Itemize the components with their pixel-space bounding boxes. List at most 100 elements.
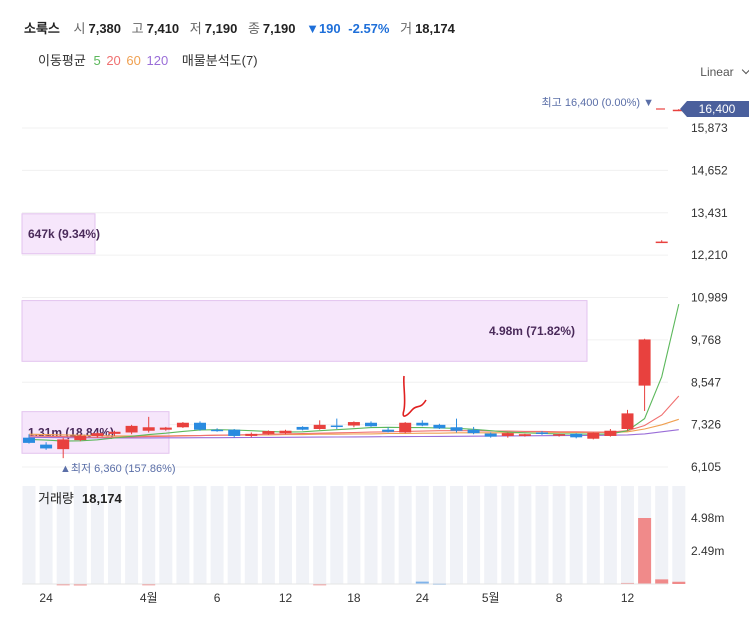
low-annotation: ▲최저 6,360 (157.86%) bbox=[60, 462, 176, 475]
volume-profile-toggle[interactable]: 매물분석도(7) bbox=[181, 53, 258, 68]
volume-column-bg bbox=[73, 486, 87, 584]
volume-bar bbox=[672, 581, 686, 584]
date-tick-label: 24 bbox=[39, 591, 53, 605]
volume-bar bbox=[415, 581, 429, 584]
candle-body bbox=[399, 422, 412, 433]
candle-body bbox=[228, 429, 241, 436]
date-tick-label: 24 bbox=[416, 591, 430, 605]
scale-dropdown[interactable]: Linear bbox=[700, 65, 749, 79]
volume-tick-label: 2.49m bbox=[691, 544, 724, 558]
candle-body bbox=[245, 433, 258, 436]
volume-column-bg bbox=[39, 486, 53, 584]
volume-column-bg bbox=[22, 486, 36, 584]
candle-body bbox=[672, 109, 685, 112]
volume-column-bg bbox=[535, 486, 549, 584]
volume-column-bg bbox=[672, 486, 686, 584]
volume-column-bg bbox=[569, 486, 583, 584]
candle-body bbox=[365, 422, 377, 427]
candle-body bbox=[176, 422, 189, 428]
close-label: 종 bbox=[247, 21, 260, 36]
current-price-tag bbox=[680, 101, 749, 117]
volume-label: 거 bbox=[400, 21, 413, 36]
volume-title: 거래량 bbox=[38, 491, 74, 506]
date-tick-label: 6 bbox=[214, 591, 221, 605]
candle-body bbox=[23, 437, 35, 443]
candle-body bbox=[74, 435, 87, 441]
volume-column-bg bbox=[296, 486, 310, 584]
volume-column-bg bbox=[90, 486, 104, 584]
volume-tick-label: 4.98m bbox=[691, 511, 724, 525]
candle-body bbox=[501, 433, 514, 436]
stock-name: 소룩스 bbox=[24, 21, 60, 36]
low-label: 저 bbox=[189, 21, 202, 36]
candle-body bbox=[621, 413, 634, 429]
change-percent: -2.57% bbox=[348, 21, 390, 36]
date-tick-label: 4월 bbox=[140, 591, 158, 605]
volume-bars bbox=[22, 486, 686, 586]
volume-column-bg bbox=[125, 486, 139, 584]
volume-bar bbox=[313, 583, 327, 586]
hand-drawn-mark bbox=[402, 375, 427, 417]
volume-profile-box bbox=[21, 300, 588, 362]
candle-body bbox=[518, 434, 531, 436]
volume-column-bg bbox=[432, 486, 446, 584]
volume-profile-label: 4.98m (71.82%) bbox=[489, 324, 575, 338]
volume-column-bg bbox=[227, 486, 241, 584]
moving-average-legend[interactable]: 이동평균 5 20 60 120 매물분석도(7) bbox=[38, 50, 262, 69]
change-down-arrow-icon: ▼ bbox=[306, 21, 319, 36]
candle-body bbox=[484, 433, 497, 437]
candle-body bbox=[159, 427, 172, 430]
price-tick-label: 6,105 bbox=[691, 460, 721, 474]
candle-body bbox=[211, 429, 224, 432]
open-label: 시 bbox=[73, 21, 86, 36]
candle-body bbox=[416, 422, 429, 426]
candle-body bbox=[296, 426, 309, 430]
date-tick-label: 8 bbox=[556, 591, 563, 605]
volume-column-bg bbox=[552, 486, 566, 584]
volume-current: 18,174 bbox=[82, 491, 123, 506]
annotations: 최고 16,400 (0.00%) ▼ ▲최저 6,360 (157.86%) … bbox=[38, 96, 749, 506]
date-tick-label: 12 bbox=[279, 591, 293, 605]
scale-mode: Linear bbox=[700, 65, 734, 79]
volume-column-bg bbox=[142, 486, 156, 584]
candle-body bbox=[382, 429, 395, 432]
volume-bar bbox=[638, 518, 652, 584]
volume-bar bbox=[142, 583, 156, 586]
volume-column-bg bbox=[467, 486, 481, 584]
candle-body bbox=[450, 427, 463, 431]
candles bbox=[23, 109, 685, 459]
candle-body bbox=[570, 433, 583, 438]
ma60-period: 60 bbox=[126, 53, 141, 68]
candle-body bbox=[194, 422, 206, 430]
high-label: 고 bbox=[131, 21, 144, 36]
price-tick-label: 8,547 bbox=[691, 375, 721, 389]
high-annotation: 최고 16,400 (0.00%) ▼ bbox=[542, 96, 654, 109]
candle-body bbox=[125, 425, 138, 433]
volume-column-bg bbox=[415, 486, 429, 584]
volume-column-bg bbox=[193, 486, 207, 584]
price-tick-label: 13,431 bbox=[691, 206, 728, 220]
volume-axis: 4.98m 2.49m bbox=[691, 511, 724, 558]
candle-body bbox=[262, 431, 275, 434]
price-tick-label: 10,989 bbox=[691, 291, 728, 305]
volume-column-bg bbox=[586, 486, 600, 584]
price-tick-label: 15,873 bbox=[691, 121, 728, 135]
volume-column-bg bbox=[381, 486, 395, 584]
volume-column-bg bbox=[159, 486, 173, 584]
change-value: 190 bbox=[318, 21, 341, 36]
volume-column-bg bbox=[261, 486, 275, 584]
close-value: 7,190 bbox=[262, 21, 296, 36]
volume-bar bbox=[56, 583, 70, 586]
volume-column-bg bbox=[655, 486, 669, 584]
date-tick-label: 12 bbox=[621, 591, 635, 605]
candle-body bbox=[536, 432, 548, 434]
date-tick-label: 18 bbox=[347, 591, 361, 605]
volume-column-bg bbox=[501, 486, 515, 584]
candle-body bbox=[313, 424, 326, 429]
volume-column-bg bbox=[518, 486, 532, 584]
volume-profile-label: 647k (9.34%) bbox=[28, 227, 100, 241]
low-value: 7,190 bbox=[204, 21, 238, 36]
volume-column-bg bbox=[364, 486, 378, 584]
ma5-period: 5 bbox=[93, 53, 101, 68]
